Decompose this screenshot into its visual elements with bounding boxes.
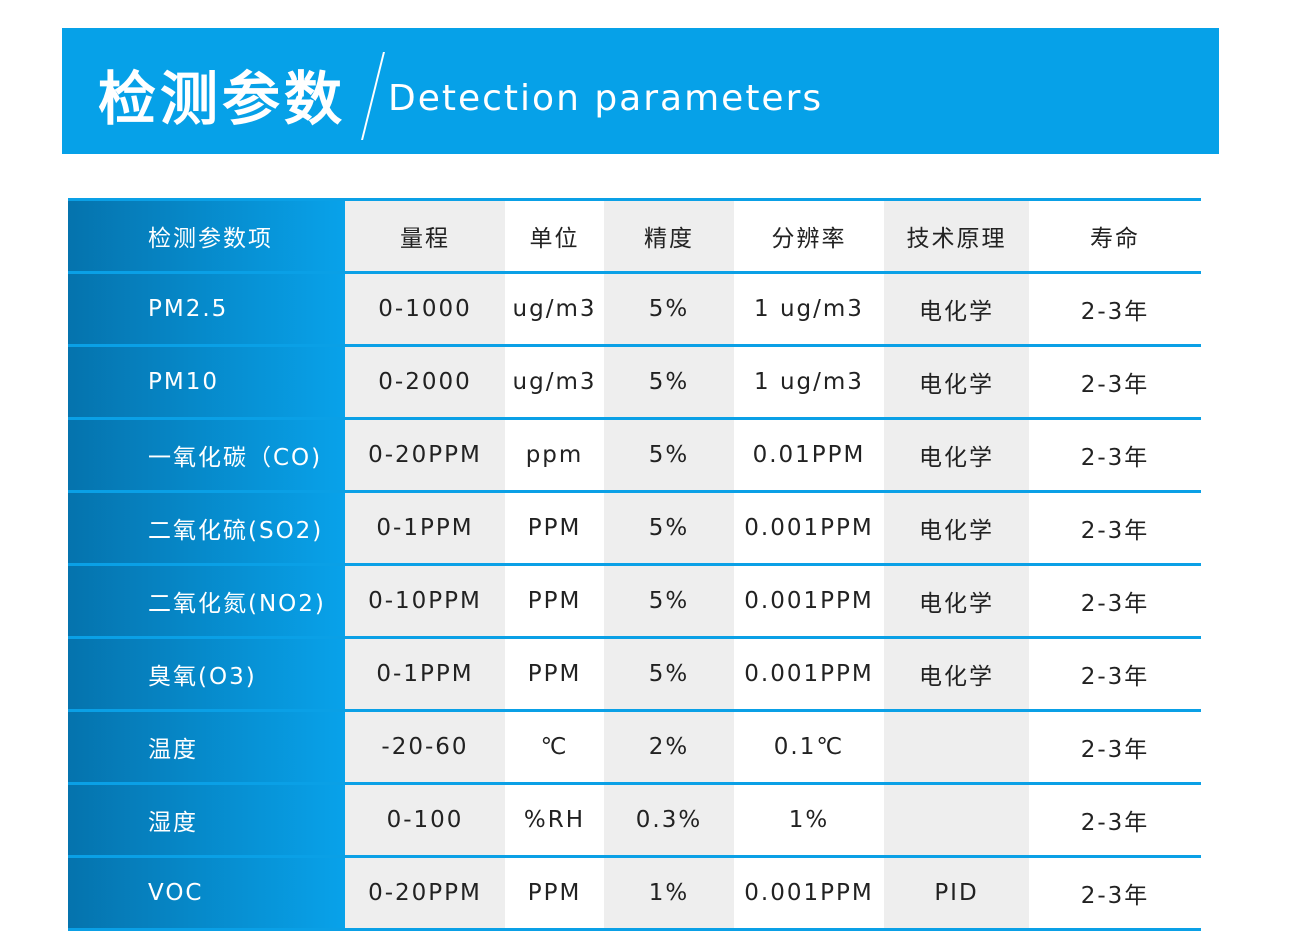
table-cell: 2-3年 [1029,274,1201,344]
column-header: 单位 [505,201,604,271]
table-cell: 0.001PPM [734,493,884,563]
table-cell: 1 ug/m3 [734,274,884,344]
table-cell: 2-3年 [1029,493,1201,563]
table-cell: PPM [505,493,604,563]
table-cell: 2-3年 [1029,858,1201,928]
table-cell: 0.001PPM [734,639,884,709]
table-cell: PPM [505,639,604,709]
table-cell: 二氧化硫(SO2) [68,493,345,563]
table-cell: PPM [505,566,604,636]
table-cell: 2% [604,712,734,782]
table-cell: 0-2000 [345,347,505,417]
table-cell: 电化学 [884,347,1029,417]
table-cell: 二氧化氮(NO2) [68,566,345,636]
table-cell: 臭氧(O3) [68,639,345,709]
column-header: 精度 [604,201,734,271]
table-cell: 电化学 [884,639,1029,709]
table-cell: 温度 [68,712,345,782]
table-cell: 0-10PPM [345,566,505,636]
table-cell: 0-1000 [345,274,505,344]
table-cell [884,785,1029,855]
table-cell: ug/m3 [505,347,604,417]
title-en: Detection parameters [388,78,824,119]
column-header: 量程 [345,201,505,271]
table-cell: 5% [604,566,734,636]
table-row: PM10 0-2000 ug/m3 5% 1 ug/m3 电化学 2-3年 [68,344,1201,417]
table-row: PM2.5 0-1000 ug/m3 5% 1 ug/m3 电化学 2-3年 [68,271,1201,344]
title-banner: 检测参数 Detection parameters [62,28,1219,154]
table-row: 一氧化碳（CO) 0-20PPM ppm 5% 0.01PPM 电化学 2-3年 [68,417,1201,490]
table-cell: 1% [604,858,734,928]
table-cell: 1% [734,785,884,855]
table-cell: PPM [505,858,604,928]
table-cell: 5% [604,493,734,563]
column-header: 分辨率 [734,201,884,271]
table-row: 二氧化硫(SO2) 0-1PPM PPM 5% 0.001PPM 电化学 2-3年 [68,490,1201,563]
table-cell: 0.01PPM [734,420,884,490]
table-cell: 5% [604,347,734,417]
table-cell: 湿度 [68,785,345,855]
table-cell: 一氧化碳（CO) [68,420,345,490]
table-cell: PM10 [68,347,345,417]
table-cell: 电化学 [884,420,1029,490]
table-cell: 0.3% [604,785,734,855]
table-cell: -20-60 [345,712,505,782]
table-cell: 5% [604,639,734,709]
table-cell: 0.001PPM [734,566,884,636]
table-row: 臭氧(O3) 0-1PPM PPM 5% 0.001PPM 电化学 2-3年 [68,636,1201,709]
table-cell: ℃ [505,712,604,782]
table-cell: 2-3年 [1029,347,1201,417]
table-cell: 电化学 [884,566,1029,636]
table-cell: ppm [505,420,604,490]
title-divider [361,52,385,140]
table-row: 温度 -20-60 ℃ 2% 0.1℃ 2-3年 [68,709,1201,782]
table-cell: 电化学 [884,274,1029,344]
table-header-row: 检测参数项 量程 单位 精度 分辨率 技术原理 寿命 [68,198,1201,271]
parameters-table: 检测参数项 量程 单位 精度 分辨率 技术原理 寿命 PM2.5 0-1000 ug/m3 5% 1 … [68,198,1201,931]
table-cell: 0.1℃ [734,712,884,782]
table-cell [884,712,1029,782]
table-cell: 2-3年 [1029,420,1201,490]
table-cell: 电化学 [884,493,1029,563]
table-cell: 2-3年 [1029,639,1201,709]
table-cell: %RH [505,785,604,855]
table-cell: 0-20PPM [345,858,505,928]
table-cell: 0-100 [345,785,505,855]
table-cell: 0.001PPM [734,858,884,928]
table-cell: 0-1PPM [345,493,505,563]
table-row: VOC 0-20PPM PPM 1% 0.001PPM PID 2-3年 [68,855,1201,931]
table-cell: 0-20PPM [345,420,505,490]
title-zh: 检测参数 [98,65,347,133]
table-row: 二氧化氮(NO2) 0-10PPM PPM 5% 0.001PPM 电化学 2-3年 [68,563,1201,636]
table-cell: ug/m3 [505,274,604,344]
table-cell: 0-1PPM [345,639,505,709]
table-cell: 5% [604,274,734,344]
table-cell: 2-3年 [1029,566,1201,636]
column-header: 寿命 [1029,201,1201,271]
table-cell: 2-3年 [1029,712,1201,782]
table-cell: PID [884,858,1029,928]
table-cell: 1 ug/m3 [734,347,884,417]
table-cell: 2-3年 [1029,785,1201,855]
table-row: 湿度 0-100 %RH 0.3% 1% 2-3年 [68,782,1201,855]
table-cell: VOC [68,858,345,928]
table-cell: PM2.5 [68,274,345,344]
table-cell: 5% [604,420,734,490]
column-header: 检测参数项 [68,201,345,271]
column-header: 技术原理 [884,201,1029,271]
